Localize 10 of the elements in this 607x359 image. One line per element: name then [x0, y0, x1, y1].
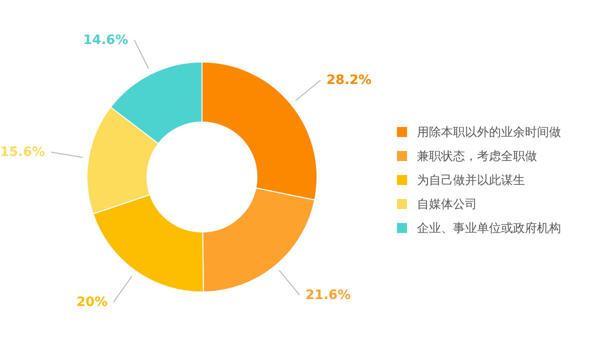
data-label: 21.6% [306, 288, 351, 303]
legend-label: 用除本职以外的业余时间做 [417, 124, 561, 138]
legend-label: 兼职状态，考虑全职做 [417, 148, 537, 162]
data-label: 20% [76, 294, 108, 310]
legend-label: 为自己做并以此谋生 [417, 172, 525, 186]
legend-label: 企业、事业单位或政府机构 [417, 220, 561, 234]
data-label: 14.6% [83, 32, 128, 48]
data-label: 15.6% [0, 145, 46, 160]
legend-label: 自媒体公司 [417, 196, 477, 210]
data-label: 28.2% [326, 73, 372, 88]
